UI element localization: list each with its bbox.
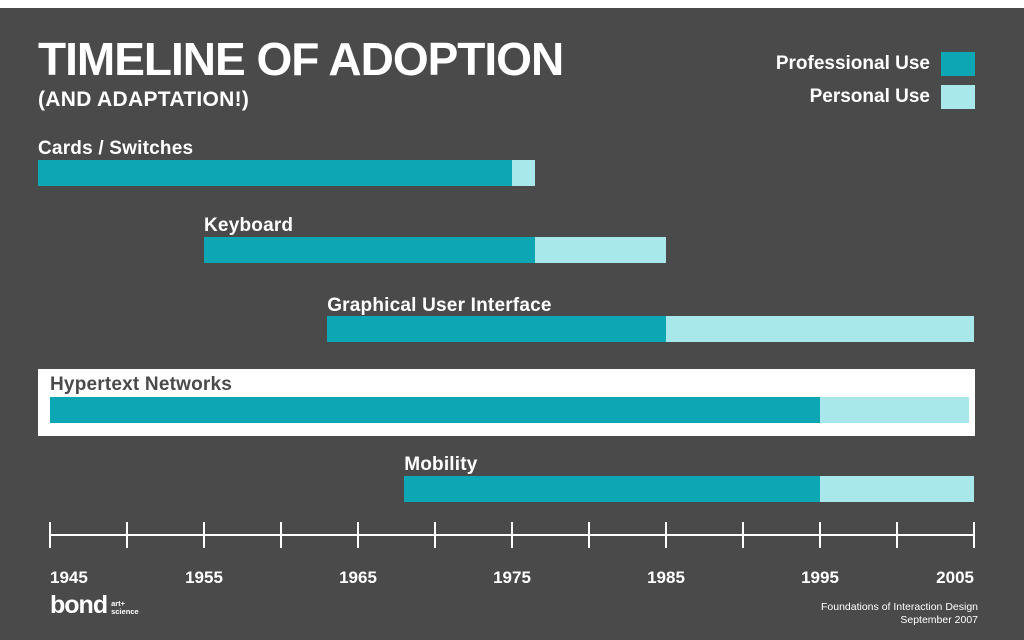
axis-tick: [49, 522, 51, 548]
timeline-row-label: Keyboard: [204, 215, 294, 236]
legend-item-professional-use: Professional Use: [776, 52, 975, 76]
axis-year-label: 1985: [647, 568, 685, 587]
timeline-bar-personal: [535, 237, 666, 263]
legend-label-professional-use: Professional Use: [775, 53, 930, 74]
timeline-bar-personal: [820, 476, 974, 502]
timeline-bar-professional: [204, 237, 536, 263]
axis-tick: [973, 522, 975, 548]
chart-title: TIMELINE OF ADOPTION: [38, 33, 564, 85]
axis-year-label: 1965: [339, 568, 377, 587]
axis-tick: [203, 522, 205, 548]
top-border: [0, 0, 1024, 8]
timeline-row-label: Graphical User Interface: [327, 295, 552, 316]
axis-year-label: 1945: [50, 568, 88, 587]
logo-tagline: art+ science: [111, 600, 139, 616]
timeline-row-label: Mobility: [404, 454, 478, 475]
timeline-row-label: Cards / Switches: [38, 138, 194, 159]
credit: Foundations of Interaction Design Septem…: [821, 601, 978, 627]
axis-tick: [896, 522, 898, 548]
axis-tick: [665, 522, 667, 548]
logo-tagline-line1: art+: [111, 599, 126, 608]
timeline-bar-professional: [38, 160, 512, 186]
timeline-bar-professional: [327, 316, 666, 342]
logo-wordmark: bond: [50, 591, 108, 619]
timeline-row-label: Hypertext Networks: [50, 374, 233, 395]
legend-label-personal-use: Personal Use: [809, 86, 930, 107]
timeline-bar-professional: [50, 397, 820, 423]
timeline-bar-personal: [512, 160, 536, 186]
credit-line2: September 2007: [900, 614, 978, 626]
credit-line1: Foundations of Interaction Design: [820, 601, 978, 613]
axis-tick: [357, 522, 359, 548]
axis-year-label: 1975: [493, 568, 531, 587]
axis-year-label: 2005: [936, 568, 974, 587]
legend-item-personal-use: Personal Use: [776, 85, 975, 109]
timeline-bar-professional: [404, 476, 820, 502]
axis-tick: [588, 522, 590, 548]
legend-swatch-personal-use: [941, 85, 975, 109]
timeline-bar-personal: [666, 316, 974, 342]
logo-tagline-line2: science: [111, 607, 139, 616]
axis-year-label: 1995: [801, 568, 839, 587]
axis-tick: [126, 522, 128, 548]
legend: Professional Use Personal Use: [776, 52, 975, 118]
bond-logo: bond art+ science: [50, 591, 139, 619]
axis-tick: [280, 522, 282, 548]
axis-year-label: 1955: [185, 568, 223, 587]
timeline-bar-personal: [820, 397, 970, 423]
chart-subtitle: (AND ADAPTATION!): [38, 88, 250, 111]
legend-swatch-professional-use: [941, 52, 975, 76]
axis-tick: [819, 522, 821, 548]
axis-tick: [511, 522, 513, 548]
axis-tick: [742, 522, 744, 548]
axis-tick: [434, 522, 436, 548]
